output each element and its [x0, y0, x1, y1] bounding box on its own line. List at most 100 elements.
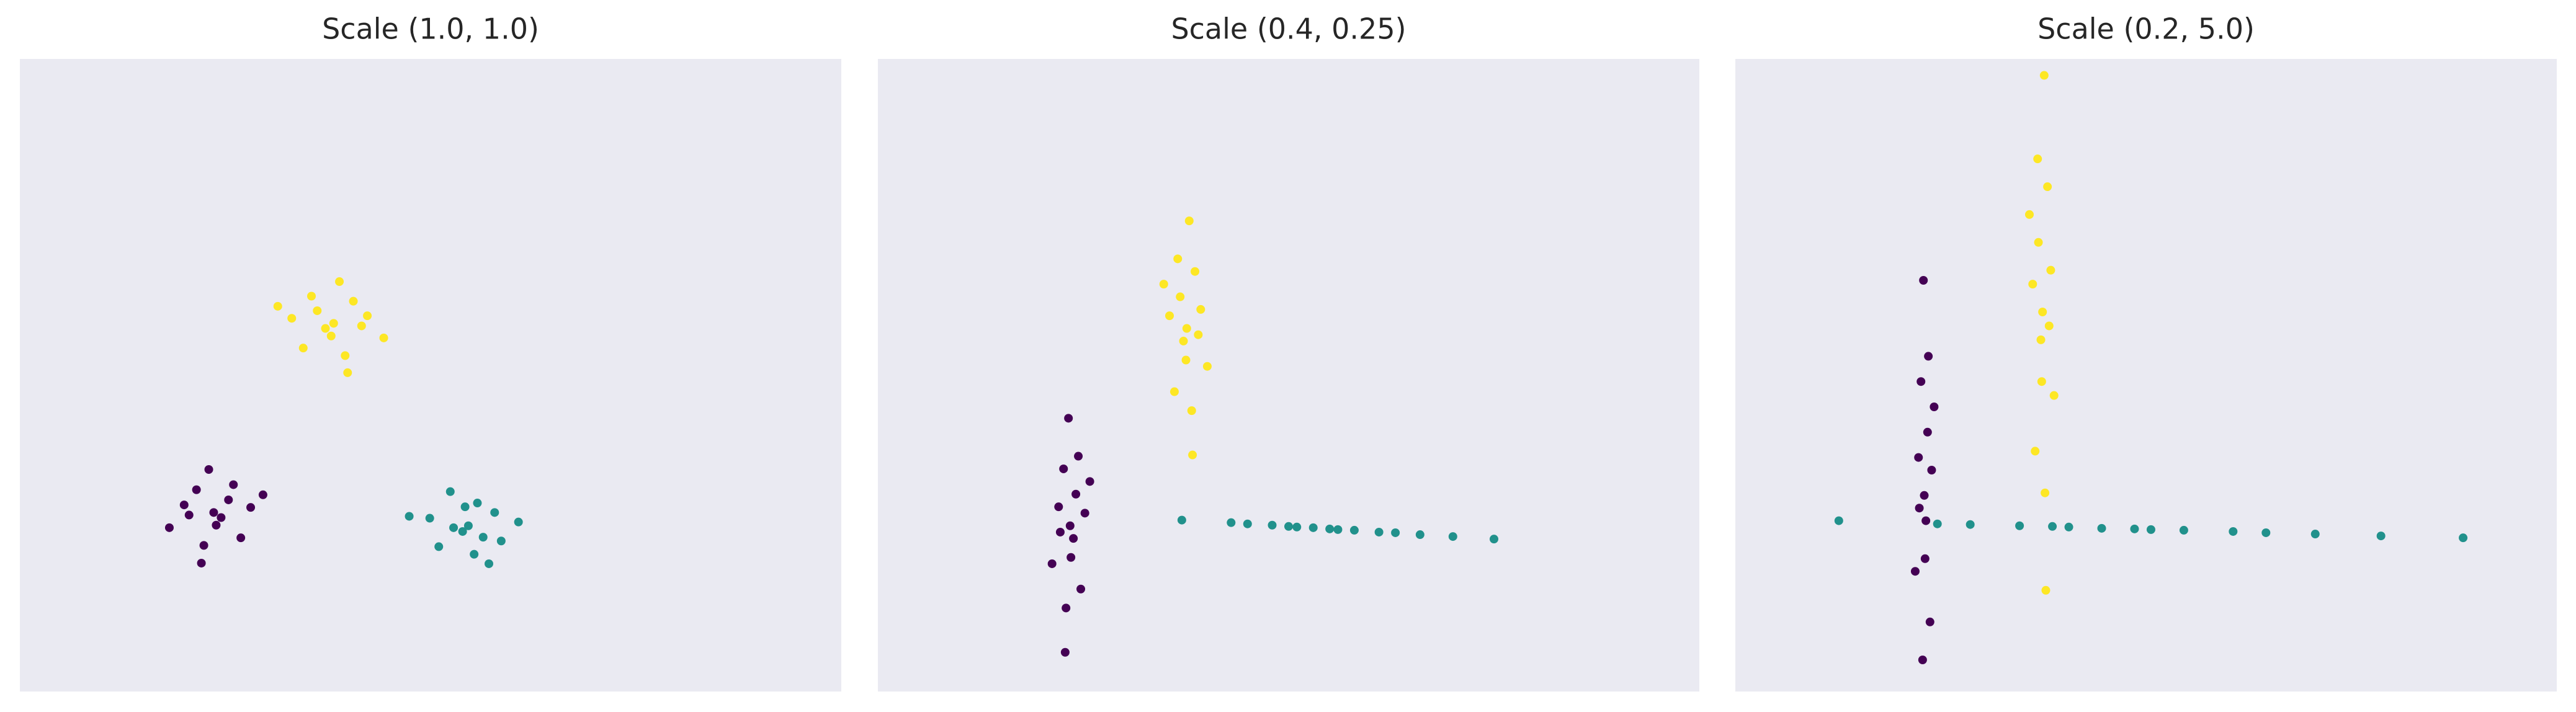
scatter-point — [298, 344, 308, 353]
scatter-point — [1915, 504, 1924, 513]
scatter-point — [363, 311, 372, 321]
scatter-point — [449, 523, 458, 532]
scatter-point — [490, 508, 499, 517]
points — [1047, 216, 1498, 657]
scatter-point — [1159, 280, 1168, 289]
scatter-point — [1930, 403, 1939, 411]
scatter-point — [1919, 276, 1928, 285]
scatter-point — [2024, 210, 2034, 219]
scatter-point — [1966, 520, 1975, 529]
scatter-point — [1069, 534, 1078, 543]
scatter-point — [496, 536, 506, 546]
scatter-point — [1054, 502, 1063, 512]
scatter-point — [445, 487, 455, 496]
scatter-point — [1059, 464, 1068, 473]
scatter-point — [1914, 453, 1923, 462]
scatter-point — [2179, 525, 2188, 535]
scatter-point — [1064, 414, 1073, 423]
scatter-point — [2043, 182, 2052, 192]
scatter-point — [2033, 154, 2042, 164]
scatter-point — [349, 296, 358, 306]
scatter-point — [1910, 567, 1920, 576]
scatter-point — [2034, 238, 2043, 247]
scatter-point — [2039, 71, 2049, 80]
scatter-point — [1916, 377, 1926, 386]
scatter-point — [2036, 335, 2046, 344]
scatter-point — [1325, 524, 1335, 533]
scatter-point — [2261, 528, 2271, 537]
scatter-point — [2044, 321, 2054, 331]
scatter-point — [1184, 216, 1194, 226]
scatter-point — [1918, 656, 1927, 664]
scatter-point — [1060, 647, 1070, 657]
scatter-point — [2049, 391, 2059, 400]
scatter-point — [2310, 530, 2320, 539]
scatter-point — [258, 490, 267, 499]
scatter-point — [2031, 447, 2040, 456]
scatter-point — [379, 333, 388, 342]
scatter-point — [473, 499, 482, 508]
scatter-point — [2376, 532, 2386, 541]
scatter-point — [357, 321, 366, 331]
scatter-point — [1921, 516, 1931, 525]
scatter-point — [1062, 603, 1071, 613]
scatter-point — [1834, 516, 1843, 525]
scatter-point — [1182, 324, 1191, 333]
scatter-point — [463, 521, 473, 530]
plot-area — [1735, 59, 2557, 692]
scatter-point — [1065, 521, 1075, 530]
scatter-point — [164, 523, 174, 532]
scatter-point — [405, 512, 414, 521]
scatter-point — [1071, 489, 1081, 499]
scatter-point — [1076, 584, 1086, 594]
scatter-point — [1067, 553, 1076, 562]
scatter-point — [425, 514, 434, 523]
scatter-point — [458, 527, 467, 536]
scatter-point — [179, 501, 189, 510]
scatter-point — [217, 513, 226, 522]
scatter-point — [1490, 535, 1498, 544]
scatter-point — [1173, 254, 1183, 264]
scatter-point — [1074, 452, 1083, 461]
scatter-point — [1374, 527, 1384, 536]
scatter-point — [1055, 527, 1065, 536]
scatter-point — [1333, 525, 1343, 534]
scatter-point — [1202, 362, 1212, 371]
scatter-point — [514, 517, 523, 527]
points — [1834, 71, 2468, 664]
scatter-point — [307, 291, 316, 301]
scatter-point — [1391, 528, 1400, 537]
scatter-point — [2046, 265, 2055, 275]
chart-title: Scale (0.4, 0.25) — [1171, 12, 1406, 46]
points — [164, 277, 523, 568]
scatter-point — [192, 485, 201, 494]
scatter-point — [1308, 523, 1318, 532]
scatter-point — [1188, 450, 1197, 460]
scatter-point — [236, 533, 246, 543]
scatter-point — [197, 558, 206, 567]
scatter-point — [313, 306, 322, 315]
scatter-point — [470, 550, 479, 559]
scatter-point — [335, 277, 344, 287]
scatter-point — [1924, 352, 1933, 361]
scatter-point — [1080, 509, 1089, 518]
scatter-point — [1415, 530, 1424, 540]
scatter-point — [1196, 305, 1205, 314]
scatter-point — [1925, 617, 1934, 626]
scatter-point — [224, 495, 233, 504]
scatter-point — [1268, 520, 1277, 530]
scatter-point — [1448, 532, 1457, 541]
scatter-point — [1176, 292, 1185, 301]
scatter-point — [2037, 377, 2046, 386]
scatter-point — [1923, 427, 1932, 437]
scatter-point — [1181, 355, 1191, 365]
scatter-point — [1191, 267, 1200, 276]
plot-area — [20, 59, 841, 692]
scatter-point — [209, 508, 218, 517]
scatter-point — [204, 465, 213, 474]
scatter-point — [229, 480, 238, 489]
scatter-point — [2028, 280, 2037, 289]
scatter-point — [2048, 522, 2057, 531]
